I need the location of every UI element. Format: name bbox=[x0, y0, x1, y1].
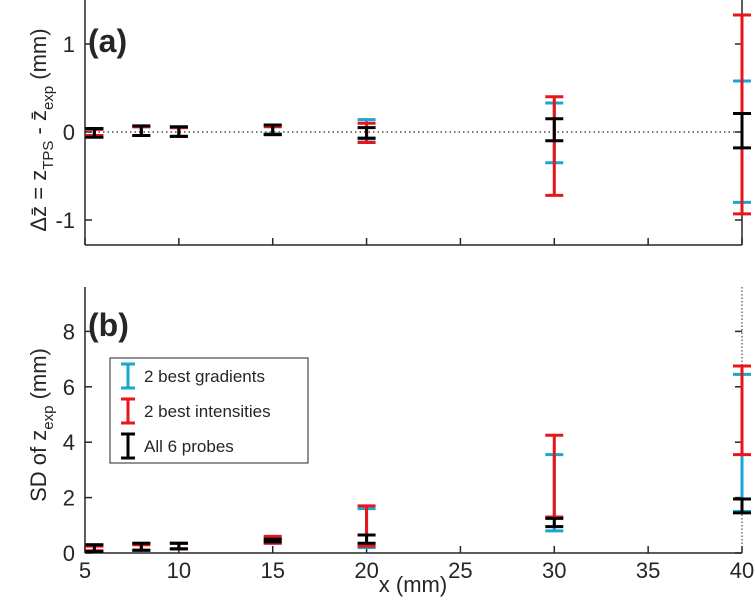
panel-a-ytick-label: 1 bbox=[63, 32, 75, 57]
panel-a-errorbar-all-6-probes bbox=[85, 126, 104, 139]
panel-a-errorbar-all-6-probes bbox=[132, 124, 151, 138]
legend-label: 2 best intensities bbox=[144, 402, 271, 421]
panel-b-xlabel: x (mm) bbox=[379, 572, 447, 597]
panel-b-errorbar-all-6-probes bbox=[85, 543, 104, 554]
panel-a-ytick-label: -1 bbox=[55, 208, 75, 233]
panel-b-errorbar-all-6-probes bbox=[132, 541, 151, 552]
xtick-label: 10 bbox=[167, 558, 191, 583]
panel-b-errorbar-all-6-probes bbox=[169, 541, 188, 551]
panel-b-ytick-label: 2 bbox=[63, 486, 75, 511]
panel-b-ytick-label: 0 bbox=[63, 541, 75, 566]
panel-b-errorbar-2-best-intensities bbox=[545, 433, 564, 519]
legend-label: All 6 probes bbox=[144, 437, 234, 456]
panel-a-errorbars bbox=[85, 13, 751, 216]
legend: 2 best gradients 2 best intensities All 6 … bbox=[109, 357, 309, 464]
panel-b-errorbar-2-best-intensities bbox=[733, 364, 751, 457]
panel-a: (a) Δz̄ = zTPS - z̄exp (mm) -1 0 1 bbox=[26, 0, 751, 246]
legend-entry: All 6 probes bbox=[121, 432, 234, 460]
panel-b-errorbar-all-6-probes bbox=[263, 537, 282, 544]
panel-a-errorbar-all-6-probes bbox=[263, 123, 282, 137]
legend-label: 2 best gradients bbox=[144, 367, 265, 386]
panel-a-errorbar-all-6-probes bbox=[169, 125, 188, 138]
xtick-label: 25 bbox=[448, 558, 472, 583]
panel-a-errorbar-all-6-probes bbox=[733, 112, 751, 150]
panel-b-errorbar-all-6-probes bbox=[357, 533, 376, 545]
panel-a-errorbar-2-best-intensities bbox=[545, 95, 564, 197]
legend-box bbox=[109, 357, 309, 464]
panel-b-ylabel: SD of zexp (mm) bbox=[26, 348, 57, 502]
xtick-label: 15 bbox=[260, 558, 284, 583]
panel-b-ytick-label: 8 bbox=[63, 319, 75, 344]
panel-b-errorbars bbox=[85, 364, 751, 554]
xtick-label: 35 bbox=[636, 558, 660, 583]
panel-b-errorbar-all-6-probes bbox=[733, 497, 751, 515]
panel-a-tag: (a) bbox=[88, 23, 127, 59]
xtick-label: 20 bbox=[354, 558, 378, 583]
panel-b-ytick-label: 6 bbox=[63, 375, 75, 400]
xtick-label: 40 bbox=[730, 558, 754, 583]
panel-a-ytick-label: 0 bbox=[63, 120, 75, 145]
legend-entry: 2 best intensities bbox=[121, 397, 271, 425]
panel-b-errorbar-all-6-probes bbox=[545, 516, 564, 529]
panel-a-yticks: -1 0 1 bbox=[55, 32, 743, 245]
panel-b-xticks: 5 10 15 20 25 30 35 40 bbox=[79, 546, 754, 583]
panel-b-ytick-label: 4 bbox=[63, 430, 75, 455]
panel-a-errorbar-all-6-probes bbox=[545, 117, 564, 143]
legend-entry: 2 best gradients bbox=[121, 362, 265, 390]
panel-a-errorbar-all-6-probes bbox=[357, 126, 376, 140]
legend-items: 2 best gradients 2 best intensities All 6 … bbox=[121, 362, 271, 460]
xtick-label: 30 bbox=[542, 558, 566, 583]
panel-a-ylabel: Δz̄ = zTPS - z̄exp (mm) bbox=[26, 28, 57, 231]
xtick-label: 5 bbox=[79, 558, 91, 583]
panel-b: (b) SD of zexp (mm) x (mm) 0 2 4 6 8 5 10 15 20… bbox=[26, 287, 754, 597]
panel-b-tag: (b) bbox=[88, 307, 129, 343]
